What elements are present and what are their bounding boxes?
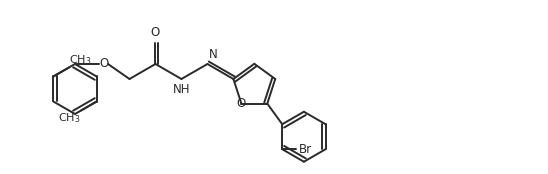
Text: Br: Br (299, 143, 312, 156)
Text: O: O (151, 26, 160, 39)
Text: CH$_3$: CH$_3$ (70, 53, 92, 67)
Text: NH: NH (173, 84, 190, 97)
Text: N: N (208, 48, 217, 61)
Text: O: O (237, 97, 246, 110)
Text: O: O (99, 57, 108, 70)
Text: CH$_3$: CH$_3$ (58, 111, 81, 125)
